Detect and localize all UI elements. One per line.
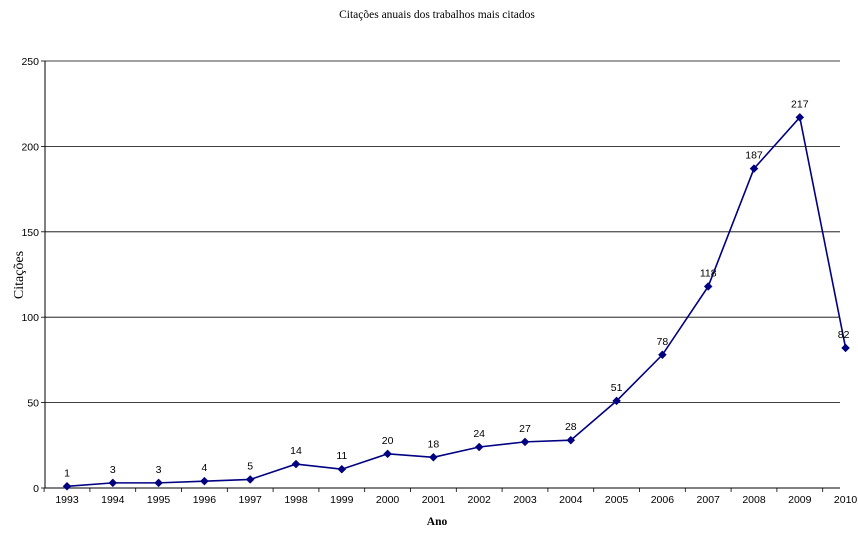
data-point (749, 164, 759, 173)
x-tick-labels: 1993 1994 1995 1996 1997 1998 1999 2000 2001 2002… (55, 494, 857, 506)
x-tick-label: 2010 (834, 494, 858, 506)
data-point (658, 350, 667, 360)
x-tick-label: 2007 (697, 494, 721, 506)
data-point (703, 282, 713, 291)
data-point (612, 396, 621, 406)
data-point (429, 452, 438, 462)
data-label: 18 (428, 438, 440, 450)
data-point (245, 475, 255, 484)
axes (41, 60, 840, 492)
y-tick-label: 250 (21, 56, 39, 68)
data-point (474, 442, 484, 452)
data-point (200, 476, 209, 486)
data-point (841, 343, 850, 353)
x-tick-label: 1999 (330, 494, 354, 506)
x-tick-label: 1997 (239, 494, 263, 506)
data-label: 3 (156, 464, 162, 476)
gridlines (45, 60, 840, 404)
data-label: 3 (110, 464, 116, 476)
data-label: 217 (791, 98, 809, 110)
y-tick-label: 200 (21, 141, 39, 153)
data-label: 11 (336, 450, 347, 462)
data-label: 24 (473, 428, 485, 440)
data-label: 118 (700, 267, 717, 279)
x-tick-label: 2004 (559, 494, 583, 506)
x-tick-label: 2009 (788, 494, 812, 506)
y-tick-label: 50 (27, 398, 39, 410)
data-point (520, 437, 530, 447)
data-label: 20 (382, 435, 394, 447)
data-point (62, 481, 72, 491)
data-label: 51 (611, 382, 623, 394)
data-label: 4 (201, 462, 207, 474)
data-point (566, 435, 576, 445)
data-label: 1 (64, 467, 70, 479)
data-labels: 1 3 3 4 5 14 11 20 18 24 27 28 51 78 118 187 217 82 (64, 98, 850, 479)
y-tick-label: 150 (21, 227, 39, 239)
data-label: 78 (657, 336, 669, 348)
x-tick-label: 2006 (651, 494, 675, 506)
data-label: 28 (565, 421, 577, 433)
x-tick-label: 1996 (193, 494, 217, 506)
data-point (154, 478, 163, 488)
series (62, 113, 850, 491)
x-tick-label: 2008 (742, 494, 766, 506)
data-point (108, 478, 118, 488)
x-tick-label: 2001 (422, 494, 446, 506)
chart-title: Citações anuais dos trabalhos mais citad… (339, 9, 535, 21)
series-line (66, 115, 847, 488)
data-point (795, 113, 805, 122)
data-label: 14 (290, 445, 302, 457)
x-tick-label: 2005 (605, 494, 629, 506)
y-tick-label: 100 (21, 312, 39, 324)
data-point (383, 449, 392, 459)
y-axis-title: Citações (12, 251, 27, 299)
data-point (337, 464, 347, 474)
x-axis-title: Ano (427, 516, 448, 528)
y-tick-label: 0 (33, 483, 39, 495)
y-tick-labels: 0 50 100 150 200 250 (21, 56, 39, 495)
x-tick-label: 2003 (513, 494, 537, 506)
data-label: 5 (247, 460, 253, 472)
data-label: 187 (745, 150, 763, 162)
data-point (291, 459, 301, 469)
data-label: 82 (838, 329, 850, 341)
x-tick-label: 2002 (468, 494, 492, 506)
data-label: 27 (519, 423, 531, 435)
x-tick-label: 1998 (284, 494, 308, 506)
x-tick-label: 1993 (55, 494, 79, 506)
x-tick-label: 2000 (376, 494, 400, 506)
x-tick-label: 1995 (147, 494, 171, 506)
x-tick-label: 1994 (101, 494, 125, 506)
